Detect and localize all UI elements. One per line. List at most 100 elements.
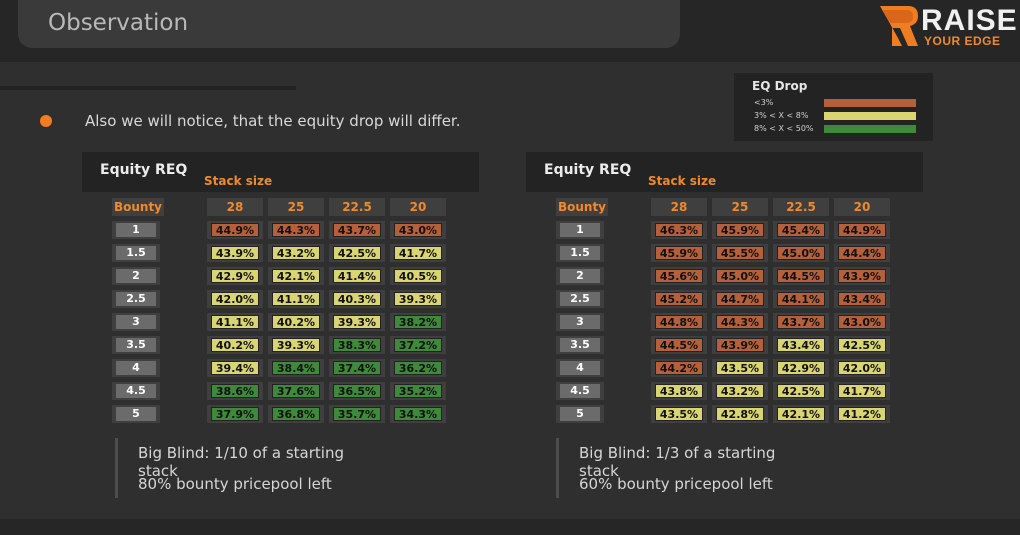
- bounty-cell: 2.5: [112, 290, 160, 308]
- bounty-cell: 3.5: [556, 336, 604, 354]
- equity-cell: 43.9%: [834, 267, 890, 285]
- equity-value: 38.6%: [211, 384, 259, 398]
- title-box: Observation: [18, 0, 680, 48]
- equity-cell: 42.1%: [773, 405, 829, 423]
- note-line-2: 60% bounty pricepool left: [579, 475, 773, 493]
- equity-cell: 39.3%: [390, 290, 446, 308]
- divider: [0, 86, 296, 90]
- equity-cell: 38.6%: [207, 382, 263, 400]
- equity-value: 36.5%: [333, 384, 381, 398]
- equity-cell: 44.5%: [773, 267, 829, 285]
- equity-cell: 42.8%: [712, 405, 768, 423]
- bounty-value: 1.5: [560, 246, 600, 260]
- equity-cell: 43.9%: [207, 244, 263, 262]
- bounty-value: 4.5: [116, 384, 156, 398]
- equity-value: 43.5%: [655, 407, 703, 421]
- equity-value: 37.4%: [333, 361, 381, 375]
- equity-cell: 41.7%: [834, 382, 890, 400]
- stack-size-header: 28: [207, 198, 263, 216]
- note-line-1: Big Blind: 1/10 of a starting stack: [138, 444, 344, 480]
- equity-cell: 44.1%: [773, 290, 829, 308]
- equity-cell: 43.7%: [329, 221, 385, 239]
- bounty-cell: 2.5: [556, 290, 604, 308]
- equity-value: 42.0%: [838, 361, 886, 375]
- equity-cell: 42.9%: [773, 359, 829, 377]
- bounty-value: 2.5: [560, 292, 600, 306]
- equity-cell: 43.7%: [773, 313, 829, 331]
- bounty-cell: 4.5: [112, 382, 160, 400]
- equity-cell: 42.0%: [834, 359, 890, 377]
- equity-cell: 36.5%: [329, 382, 385, 400]
- bottom-bar: [0, 519, 1020, 535]
- equity-cell: 44.8%: [651, 313, 707, 331]
- stack-size-label: Stack size: [648, 174, 717, 188]
- equity-cell: 37.9%: [207, 405, 263, 423]
- equity-value: 43.0%: [394, 223, 442, 237]
- equity-cell: 43.2%: [712, 382, 768, 400]
- brand-logo: RAISE YOUR EDGE: [878, 2, 1018, 50]
- equity-cell: 40.3%: [329, 290, 385, 308]
- equity-cell: 42.1%: [268, 267, 324, 285]
- equity-cell: 38.4%: [268, 359, 324, 377]
- legend-label: 3% < X < 8%: [754, 111, 809, 120]
- bounty-cell: 5: [556, 405, 604, 423]
- equity-cell: 46.3%: [651, 221, 707, 239]
- equity-cell: 41.1%: [207, 313, 263, 331]
- equity-cell: 44.3%: [268, 221, 324, 239]
- equity-cell: 35.7%: [329, 405, 385, 423]
- equity-value: 35.7%: [333, 407, 381, 421]
- equity-cell: 36.2%: [390, 359, 446, 377]
- equity-cell: 43.5%: [651, 405, 707, 423]
- equity-cell: 38.2%: [390, 313, 446, 331]
- equity-cell: 37.2%: [390, 336, 446, 354]
- legend-row: 3% < X < 8%: [752, 111, 922, 121]
- stack-size-header: 20: [390, 198, 446, 216]
- equity-cell: 45.0%: [773, 244, 829, 262]
- bounty-value: 2.5: [116, 292, 156, 306]
- stack-size-header: 25: [268, 198, 324, 216]
- equity-value: 43.0%: [838, 315, 886, 329]
- bounty-value: 2: [116, 269, 156, 283]
- equity-value: 44.9%: [211, 223, 259, 237]
- bounty-value: 4: [116, 361, 156, 375]
- equity-value: 45.0%: [777, 246, 825, 260]
- bounty-value: 1: [116, 223, 156, 237]
- bounty-value: 3: [116, 315, 156, 329]
- equity-value: 37.6%: [272, 384, 320, 398]
- equity-value: 42.1%: [272, 269, 320, 283]
- equity-value: 44.3%: [272, 223, 320, 237]
- equity-value: 44.4%: [838, 246, 886, 260]
- bounty-cell: 2: [556, 267, 604, 285]
- equity-cell: 44.4%: [834, 244, 890, 262]
- equity-cell: 45.4%: [773, 221, 829, 239]
- equity-cell: 43.9%: [712, 336, 768, 354]
- equity-value: 45.9%: [655, 246, 703, 260]
- equity-cell: 44.7%: [712, 290, 768, 308]
- equity-cell: 42.5%: [773, 382, 829, 400]
- stack-size-header: 22.5: [773, 198, 829, 216]
- equity-value: 44.5%: [777, 269, 825, 283]
- bounty-value: 1.5: [116, 246, 156, 260]
- logo-main-text: RAISE: [921, 4, 1018, 37]
- equity-cell: 44.9%: [207, 221, 263, 239]
- equity-value: 39.3%: [272, 338, 320, 352]
- stack-size-header: 20: [834, 198, 890, 216]
- equity-value: 41.4%: [333, 269, 381, 283]
- equity-value: 39.3%: [394, 292, 442, 306]
- equity-cell: 45.6%: [651, 267, 707, 285]
- equity-cell: 43.4%: [834, 290, 890, 308]
- equity-value: 37.2%: [394, 338, 442, 352]
- bounty-value: 3.5: [560, 338, 600, 352]
- note-line-2: 80% bounty pricepool left: [138, 475, 332, 493]
- panel-header-right: Equity REQ Stack size: [526, 152, 923, 192]
- equity-value: 43.9%: [211, 246, 259, 260]
- bounty-cell: 3: [556, 313, 604, 331]
- bounty-value: 5: [560, 407, 600, 421]
- bounty-value: 4.5: [560, 384, 600, 398]
- equity-cell: 37.4%: [329, 359, 385, 377]
- bounty-cell: 4: [112, 359, 160, 377]
- bounty-header: Bounty: [112, 198, 164, 216]
- equity-value: 45.6%: [655, 269, 703, 283]
- panel-header-left: Equity REQ Stack size: [82, 152, 479, 192]
- equity-value: 41.1%: [211, 315, 259, 329]
